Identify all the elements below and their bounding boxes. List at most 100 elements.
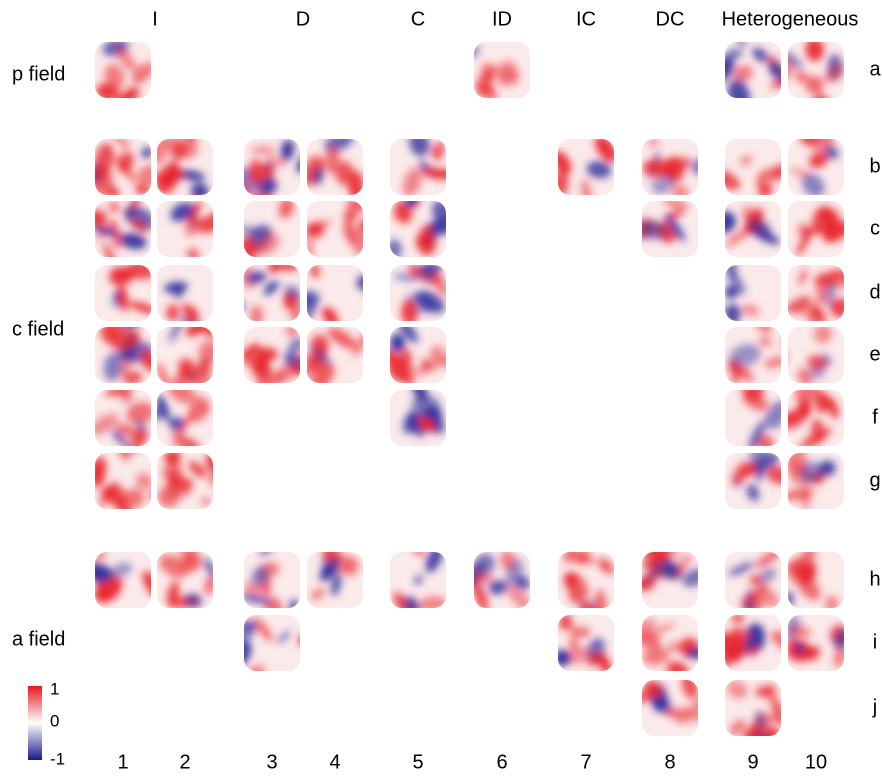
pattern-thumbnail	[390, 374, 446, 446]
row-label: g	[869, 469, 880, 491]
column-number: 5	[412, 751, 423, 773]
pattern-thumbnail	[775, 383, 844, 453]
pattern-thumbnail	[724, 677, 789, 750]
row-label: j	[872, 696, 877, 718]
row-label: h	[869, 568, 880, 590]
figure: IDCIDICDCHeterogeneousp fieldc fielda fi…	[0, 0, 882, 775]
column-number: 3	[266, 751, 277, 773]
colorbar-label: 0	[50, 711, 59, 730]
pattern-thumbnail	[386, 187, 459, 260]
pattern-thumbnail	[625, 615, 706, 680]
field-label: a field	[12, 628, 65, 650]
pattern-thumbnail	[380, 314, 462, 388]
pattern-thumbnail	[239, 325, 316, 397]
pattern-thumbnail	[788, 115, 844, 202]
column-group: ID	[492, 8, 512, 30]
row-label: d	[869, 281, 880, 303]
pattern-thumbnail	[157, 199, 232, 264]
pattern-thumbnail	[238, 538, 300, 620]
pattern-thumbnail	[706, 139, 787, 201]
column-group: Heterogeneous	[722, 8, 859, 30]
pattern-thumbnail	[725, 546, 784, 619]
pattern-thumbnail	[228, 139, 319, 207]
pattern-thumbnail	[83, 434, 165, 521]
pattern-thumbnail	[227, 257, 306, 329]
column-number: 4	[329, 751, 340, 773]
pattern-thumbnail	[725, 441, 793, 509]
pattern-thumbnail	[307, 544, 363, 608]
pattern-thumbnail	[294, 323, 373, 393]
pattern-thumbnail	[157, 265, 213, 333]
colorbar	[28, 686, 42, 760]
row-label: b	[869, 155, 880, 177]
pattern-thumbnail	[781, 549, 844, 614]
column-number: 8	[664, 751, 675, 773]
pattern-thumbnail	[155, 536, 219, 610]
column-number: 9	[747, 751, 758, 773]
colorbar-label: -1	[50, 749, 65, 768]
column-number: 7	[580, 751, 591, 773]
blob	[227, 297, 247, 315]
pattern-thumbnail	[778, 323, 844, 389]
pattern-thumbnail	[146, 374, 213, 456]
pattern-thumbnail	[232, 196, 300, 268]
column-group: I	[152, 8, 158, 30]
blob	[231, 653, 244, 664]
pattern-thumbnail	[553, 611, 615, 676]
pattern-thumbnail	[725, 310, 794, 387]
column-number: 2	[179, 751, 190, 773]
column-number: 6	[496, 751, 507, 773]
row-label: i	[873, 631, 877, 653]
pattern-thumbnail	[788, 201, 855, 258]
pattern-thumbnail	[86, 383, 157, 461]
pattern-thumbnail	[289, 263, 383, 329]
pattern-thumbnail	[390, 535, 448, 624]
column-group: DC	[656, 8, 685, 30]
column-group: D	[296, 8, 310, 30]
row-label: f	[872, 406, 878, 428]
pattern-thumbnail	[296, 128, 366, 201]
pattern-thumbnail	[156, 447, 229, 510]
row-label: a	[869, 58, 881, 80]
column-number: 1	[117, 751, 128, 773]
column-group: IC	[576, 8, 596, 30]
row-label: e	[869, 343, 880, 365]
field-label: c field	[12, 318, 64, 340]
pattern-thumbnail	[712, 612, 799, 671]
pattern-thumbnail	[630, 670, 719, 736]
pattern-thumbnail	[95, 259, 159, 321]
blobs	[228, 139, 319, 207]
pattern-thumbnail	[142, 121, 213, 211]
blob	[251, 146, 276, 154]
pattern-thumbnail	[558, 542, 617, 623]
pattern-thumbnail	[722, 255, 781, 337]
pattern-thumbnail	[462, 42, 530, 104]
pattern-thumbnail	[703, 35, 802, 115]
pattern-thumbnail	[223, 615, 311, 681]
colorbar-label: 1	[50, 679, 59, 698]
pattern-thumbnail	[633, 536, 710, 608]
column-group: C	[411, 8, 425, 30]
column-number: 10	[805, 751, 827, 773]
pattern-thumbnail	[781, 441, 844, 510]
pattern-thumbnail	[81, 544, 165, 608]
blob	[286, 325, 299, 336]
pattern-thumbnail	[546, 132, 622, 205]
pattern-thumbnail	[85, 128, 168, 201]
pattern-thumbnail	[301, 198, 378, 262]
pattern-thumbnail	[453, 549, 536, 615]
blob	[306, 231, 313, 262]
pattern-thumbnail	[642, 138, 710, 206]
pattern-thumbnail	[782, 614, 855, 671]
pattern-thumbnail	[626, 196, 698, 257]
pattern-thumbnail	[390, 128, 456, 199]
pattern-thumbnail	[782, 265, 857, 330]
pattern-thumbnail	[94, 36, 157, 110]
row-label: c	[870, 217, 880, 239]
pattern-thumbnail	[156, 313, 222, 398]
pattern-thumbnail	[709, 201, 781, 257]
pattern-thumbnail	[95, 312, 162, 386]
pattern-thumbnail	[86, 189, 159, 273]
pattern-thumbnail	[390, 260, 452, 327]
pattern-thumbnail	[725, 379, 793, 454]
